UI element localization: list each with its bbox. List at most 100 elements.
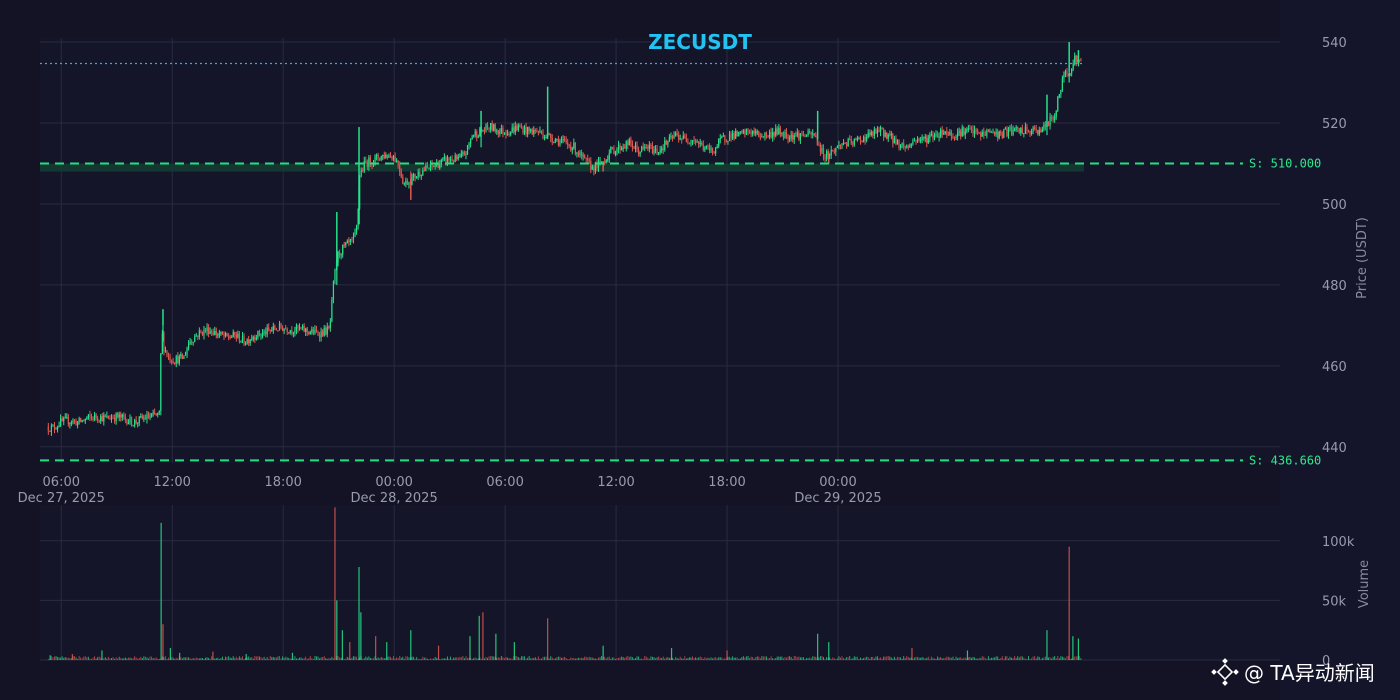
volume-spike <box>966 650 969 660</box>
volume-bar <box>972 656 974 660</box>
volume-bar <box>935 658 937 660</box>
volume-bar <box>1024 658 1026 660</box>
candle-body <box>893 138 896 144</box>
candle <box>958 127 960 136</box>
candle <box>1035 124 1037 134</box>
candle <box>200 329 202 334</box>
candle <box>711 147 714 156</box>
candle-body <box>414 174 416 179</box>
candle <box>773 131 775 140</box>
volume-bar <box>513 656 515 660</box>
volume-bar <box>995 656 997 660</box>
volume-bar <box>645 656 647 660</box>
candle-body <box>127 422 130 424</box>
candle-body <box>650 144 652 146</box>
candle <box>930 130 932 137</box>
candle-body <box>775 128 777 136</box>
candle-body <box>918 138 920 141</box>
volume-bar <box>98 656 100 660</box>
volume-bar <box>431 658 433 660</box>
volume-bar <box>1037 656 1039 660</box>
candle <box>691 140 694 146</box>
candle-body <box>1074 55 1076 64</box>
volume-bar <box>903 656 905 660</box>
candle-body <box>426 165 429 168</box>
candle <box>429 160 432 172</box>
candle-body <box>852 143 854 145</box>
candle-body <box>1064 70 1067 75</box>
volume-bar <box>121 658 123 660</box>
volume-bar <box>194 658 196 660</box>
candle-body <box>281 327 284 331</box>
candle <box>830 145 832 159</box>
volume-bar <box>992 657 994 660</box>
volume-bar <box>138 658 140 660</box>
volume-bar <box>556 657 558 660</box>
candle-body <box>617 145 620 150</box>
volume-bar <box>84 656 86 660</box>
candlestick-series <box>47 42 1082 436</box>
candle <box>1037 129 1039 136</box>
volume-bar <box>1026 658 1028 660</box>
candle-body <box>1051 116 1053 118</box>
volume-bar <box>664 658 666 660</box>
candle <box>440 158 442 168</box>
candle-body <box>445 157 447 164</box>
candle-body <box>1007 128 1010 137</box>
candle-body <box>439 163 441 169</box>
volume-spike <box>360 612 362 660</box>
candle <box>130 416 133 427</box>
candle-body <box>169 356 171 362</box>
candle <box>272 322 274 334</box>
candle-body <box>471 136 473 140</box>
volume-bar <box>815 656 817 660</box>
candle <box>405 177 407 188</box>
volume-spike <box>817 633 819 660</box>
volume-bar <box>628 656 630 660</box>
volume-bar <box>591 657 593 660</box>
candle <box>1080 57 1082 62</box>
volume-bar <box>1000 658 1002 660</box>
volume-bar <box>852 658 854 660</box>
volume-bar <box>841 656 843 660</box>
volume-bar <box>933 658 935 660</box>
candle <box>81 419 83 423</box>
volume-bar <box>542 656 544 660</box>
candle <box>511 123 513 133</box>
volume-bar <box>648 658 650 660</box>
volume-bar <box>909 657 911 660</box>
candle-body <box>764 132 766 138</box>
volume-bar <box>883 656 885 660</box>
candle-body <box>582 155 584 157</box>
volume-bar <box>1064 658 1066 660</box>
volume-spike <box>670 648 673 660</box>
candle-body <box>411 177 413 185</box>
candle <box>400 168 402 179</box>
candle-body <box>503 132 506 134</box>
volume-spike <box>71 654 73 660</box>
candle <box>784 129 786 139</box>
volume-bar <box>266 657 268 660</box>
candle <box>183 355 185 359</box>
volume-bar <box>92 657 94 660</box>
candle <box>713 150 715 154</box>
volume-bar <box>798 656 800 660</box>
candle <box>1029 130 1031 137</box>
candle-body <box>531 129 533 135</box>
candle-body <box>1043 124 1045 130</box>
volume-bar <box>872 656 874 660</box>
candle-body <box>483 130 486 132</box>
candle <box>679 134 681 141</box>
candle <box>768 129 771 140</box>
candle-body <box>664 140 666 150</box>
candle <box>608 149 610 163</box>
volume-bar <box>867 657 869 660</box>
volume-bar <box>252 658 254 660</box>
volume-spike <box>334 507 336 660</box>
volume-bar <box>383 658 385 660</box>
volume-bar <box>576 658 578 660</box>
candle <box>346 239 348 244</box>
support-zone-band <box>40 163 1084 172</box>
candle <box>274 324 276 331</box>
volume-bar <box>940 656 942 660</box>
